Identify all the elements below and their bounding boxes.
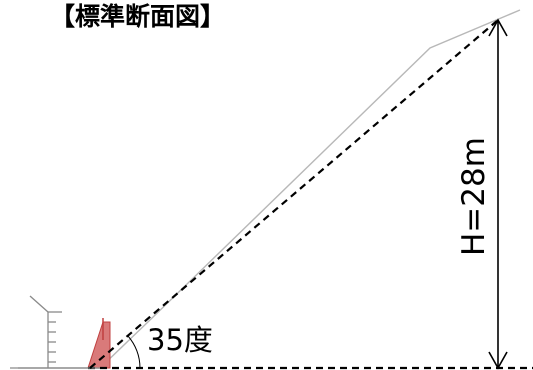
retaining-wall (87, 318, 111, 369)
design-slope-dashed (89, 19, 499, 369)
height-dimension (488, 18, 508, 370)
existing-slope-profile (18, 9, 521, 369)
height-label: H=28m (456, 137, 492, 256)
diagram-title: 【標準断面図】 (50, 2, 225, 31)
fence-structure (29, 295, 62, 368)
angle-label: 35度 (147, 323, 213, 357)
angle-arc (127, 335, 141, 369)
